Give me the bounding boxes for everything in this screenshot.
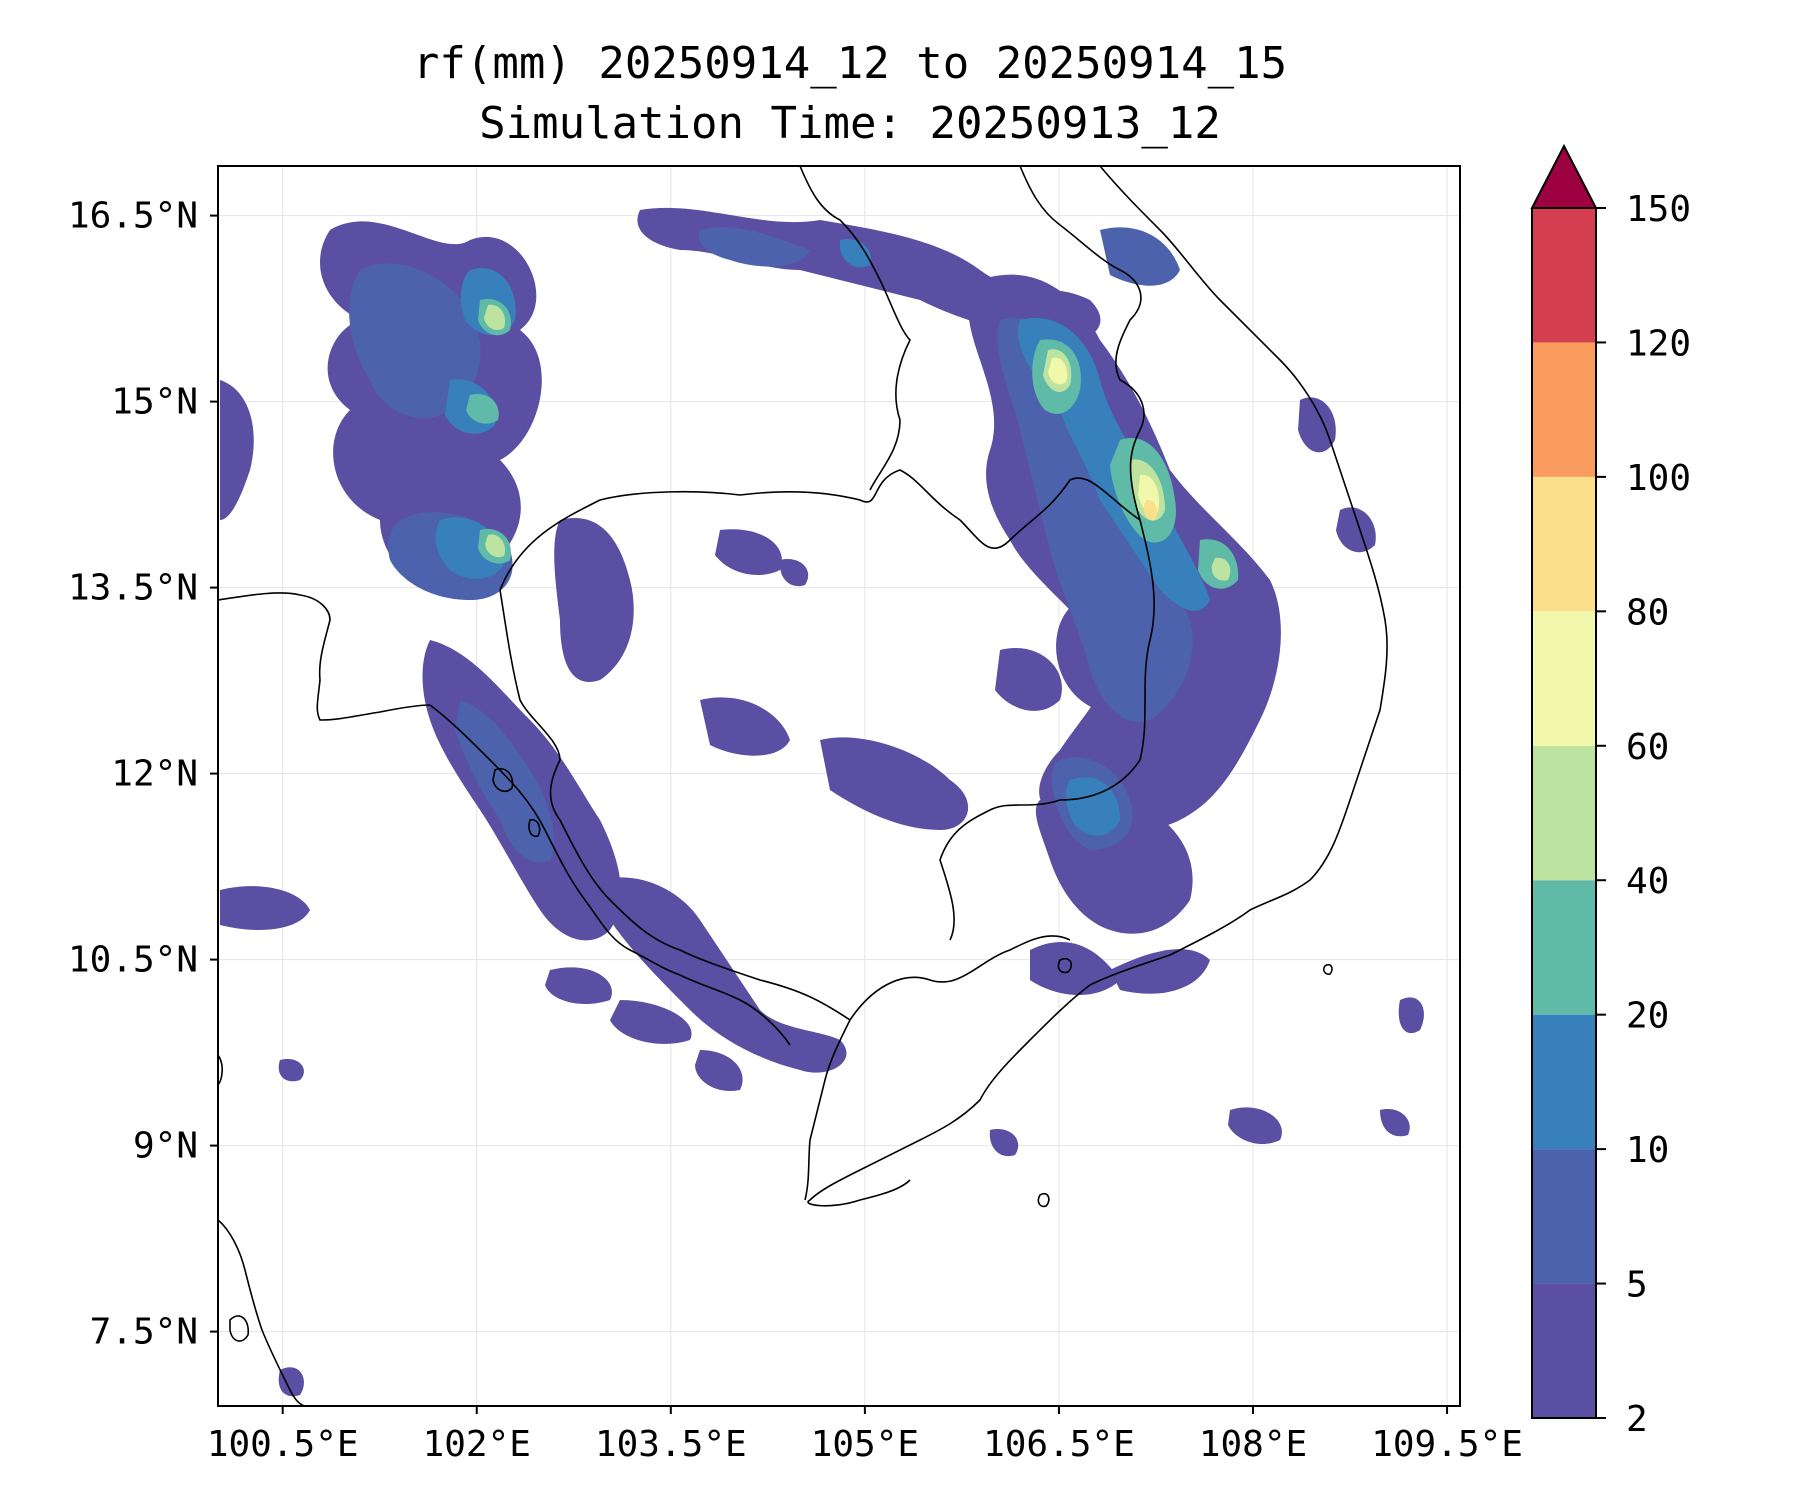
y-tick-label: 13.5°N <box>68 568 198 609</box>
y-tick-label: 15°N <box>111 382 198 423</box>
y-tick-label: 16.5°N <box>68 196 198 237</box>
y-tick-label: 12°N <box>111 754 198 795</box>
colorbar-label: 20 <box>1626 996 1669 1037</box>
colorbar-segment <box>1532 208 1596 343</box>
colorbar-segment <box>1532 1149 1596 1284</box>
x-axis-ticks: 100.5°E 102°E 103.5°E 105°E 106.5°E 108°E 109.… <box>207 1406 1523 1465</box>
y-tick-label: 10.5°N <box>68 940 198 981</box>
colorbar-label: 5 <box>1626 1265 1648 1306</box>
colorbar-outline <box>1531 208 1597 1419</box>
rainfall-80-100mm-zones <box>1143 499 1158 521</box>
colorbar-label: 2 <box>1626 1399 1648 1440</box>
coastlines-and-borders <box>218 166 1388 1406</box>
colorbar-label: 150 <box>1626 189 1691 230</box>
map-frame <box>217 165 1461 1407</box>
x-tick-label: 100.5°E <box>207 1424 359 1465</box>
colorbar-label: 100 <box>1626 458 1691 499</box>
colorbar-extend-arrow <box>1530 143 1598 209</box>
colorbar-label: 60 <box>1626 727 1669 768</box>
y-tick-label: 7.5°N <box>90 1312 198 1353</box>
x-tick-label: 108°E <box>1199 1424 1307 1465</box>
colorbar-segment <box>1532 1283 1596 1418</box>
x-tick-label: 102°E <box>423 1424 531 1465</box>
colorbar-segment <box>1532 342 1596 477</box>
map-title: rf(mm) 20250914_12 to 20250914_15 <box>412 38 1288 89</box>
colorbar-segment <box>1532 745 1596 881</box>
colorbar-label: 10 <box>1626 1130 1669 1171</box>
colorbar-segment <box>1532 880 1596 1015</box>
x-tick-label: 105°E <box>811 1424 919 1465</box>
rainfall-field <box>220 207 1424 1397</box>
colorbar-segment <box>1532 476 1596 612</box>
x-tick-label: 109.5°E <box>1371 1424 1523 1465</box>
colorbar: 2 5 10 20 40 60 80 100 120 150 <box>1530 143 1691 1440</box>
x-tick-label: 106.5°E <box>983 1424 1135 1465</box>
y-tick-label: 9°N <box>133 1126 198 1167</box>
colorbar-label: 80 <box>1626 592 1669 633</box>
colorbar-label: 40 <box>1626 861 1669 902</box>
colorbar-segment <box>1532 1014 1596 1150</box>
y-axis-ticks: 16.5°N 15°N 13.5°N 12°N 10.5°N 9°N 7.5°N <box>68 196 218 1353</box>
colorbar-label: 120 <box>1626 323 1691 364</box>
map-subtitle: Simulation Time: 20250913_12 <box>479 98 1221 149</box>
colorbar-segment <box>1532 611 1596 746</box>
x-tick-label: 103.5°E <box>595 1424 747 1465</box>
